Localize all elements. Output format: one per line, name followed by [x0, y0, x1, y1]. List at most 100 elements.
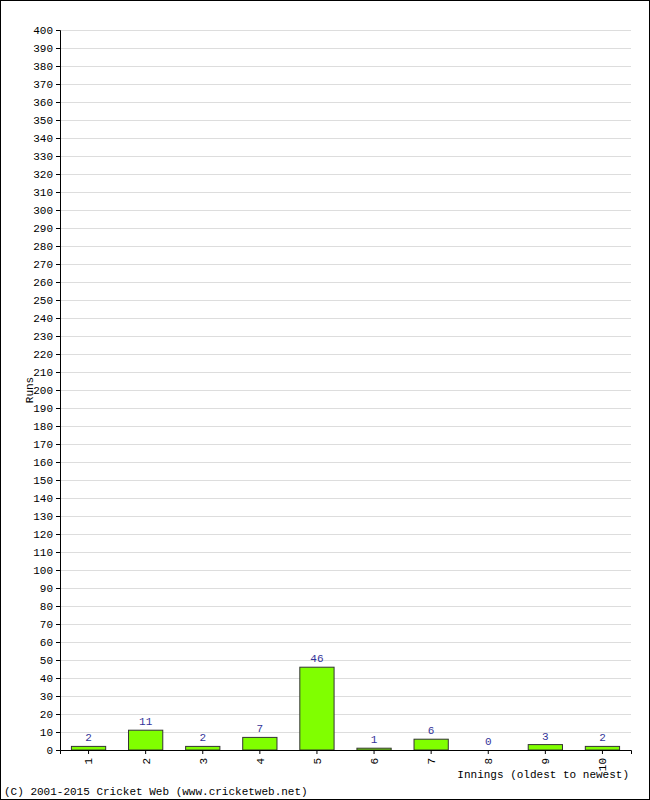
x-tick: 3 [198, 750, 210, 765]
grid-line [60, 156, 631, 157]
x-axis-title: Innings (oldest to newest) [457, 769, 629, 781]
y-tick-mark [56, 300, 60, 301]
data-label: 11 [139, 716, 153, 728]
y-tick: 130 [33, 511, 60, 523]
x-tick-label: 2 [141, 758, 153, 765]
y-tick-mark [56, 246, 60, 247]
y-tick: 200 [33, 385, 60, 397]
x-tick-label: 8 [483, 758, 495, 765]
x-tick-label: 7 [426, 758, 438, 765]
y-tick-mark [56, 372, 60, 373]
grid-line [60, 624, 631, 625]
y-tick: 90 [40, 583, 60, 595]
bar [186, 746, 220, 750]
data-label: 1 [371, 734, 378, 746]
y-tick-mark [56, 48, 60, 49]
y-tick: 330 [33, 151, 60, 163]
grid-line [60, 264, 631, 265]
x-tick-mark [88, 750, 89, 754]
y-tick-label: 370 [33, 79, 53, 91]
data-label: 0 [485, 736, 492, 748]
y-tick: 10 [40, 727, 60, 739]
y-tick: 260 [33, 277, 60, 289]
bar [243, 737, 277, 750]
y-tick-mark [56, 480, 60, 481]
y-tick-label: 110 [33, 547, 53, 559]
y-tick: 380 [33, 61, 60, 73]
bar [129, 730, 163, 750]
y-axis-line [56, 31, 61, 751]
y-tick-mark [56, 678, 60, 679]
grid-line [60, 30, 631, 31]
y-tick-label: 270 [33, 259, 53, 271]
y-tick-mark [56, 750, 60, 751]
grid-line [60, 534, 631, 535]
y-tick-mark [56, 570, 60, 571]
y-tick: 40 [40, 673, 60, 685]
grid-line [60, 498, 631, 499]
y-tick-mark [56, 714, 60, 715]
x-tick-label: 1 [83, 758, 95, 765]
grid-line [60, 462, 631, 463]
grid-line [60, 408, 631, 409]
y-tick-label: 350 [33, 115, 53, 127]
y-tick-label: 280 [33, 241, 53, 253]
grid-line [60, 606, 631, 607]
y-tick: 350 [33, 115, 60, 127]
y-tick-mark [56, 444, 60, 445]
data-label: 6 [428, 725, 435, 737]
x-tick: 8 [483, 750, 495, 765]
y-tick-label: 230 [33, 331, 53, 343]
grid-line [60, 210, 631, 211]
y-tick: 360 [33, 97, 60, 109]
x-tick-mark [431, 750, 432, 754]
y-tick-label: 30 [40, 691, 53, 703]
y-tick: 120 [33, 529, 60, 541]
y-tick-mark [56, 390, 60, 391]
y-tick: 320 [33, 169, 60, 181]
y-tick-mark [56, 30, 60, 31]
y-tick-mark [56, 120, 60, 121]
y-tick-label: 140 [33, 493, 53, 505]
y-tick-mark [56, 696, 60, 697]
y-tick-mark [56, 318, 60, 319]
x-axis-line [61, 751, 632, 755]
y-tick-mark [56, 336, 60, 337]
y-tick-label: 100 [33, 565, 53, 577]
grid-line [60, 390, 631, 391]
y-tick-label: 380 [33, 61, 53, 73]
grid-line [60, 570, 631, 571]
data-label: 2 [85, 732, 92, 744]
grid-line [60, 480, 631, 481]
x-tick: 4 [255, 750, 267, 765]
y-tick-label: 160 [33, 457, 53, 469]
chart: 0102030405060708090100110120130140150160… [0, 0, 650, 800]
data-label: 3 [542, 731, 549, 743]
grid-line [60, 300, 631, 301]
x-tick-label: 4 [255, 758, 267, 765]
x-tick-label: 9 [540, 758, 552, 765]
y-tick-label: 180 [33, 421, 53, 433]
x-tick: 7 [426, 750, 438, 765]
bar [471, 750, 505, 751]
y-tick: 340 [33, 133, 60, 145]
bar [528, 745, 562, 750]
grid-line [60, 552, 631, 553]
y-tick-mark [56, 588, 60, 589]
frame [1, 1, 650, 800]
y-tick-mark [56, 426, 60, 427]
y-tick-mark [56, 732, 60, 733]
y-tick-label: 60 [40, 637, 53, 649]
y-tick-mark [56, 282, 60, 283]
x-tick: 5 [312, 750, 324, 765]
grid-line [60, 120, 631, 121]
grid-line [60, 228, 631, 229]
y-tick-mark [56, 498, 60, 499]
y-tick-label: 290 [33, 223, 53, 235]
y-tick-label: 360 [33, 97, 53, 109]
grid-line [60, 192, 631, 193]
y-tick: 240 [33, 313, 60, 325]
y-tick: 100 [33, 565, 60, 577]
y-tick: 140 [33, 493, 60, 505]
x-tick-mark [259, 750, 260, 754]
